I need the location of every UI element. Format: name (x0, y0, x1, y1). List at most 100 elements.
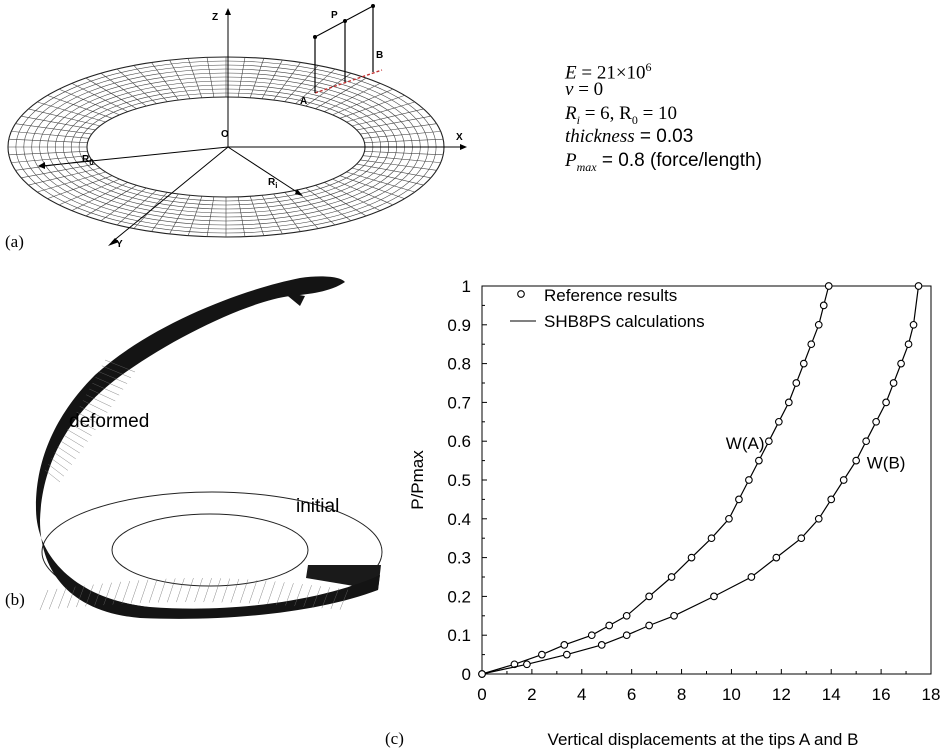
y-tick-label-2: 0.2 (447, 587, 471, 606)
data-point-wb-2 (562, 650, 571, 659)
y-tick-label-10: 1 (462, 277, 471, 296)
data-point-wa-11 (725, 514, 733, 523)
inner-radius-label: Ri (268, 177, 277, 190)
data-point-wb-15 (862, 437, 870, 446)
panel-label-a: (a) (5, 232, 24, 251)
data-point-wa-18 (792, 379, 801, 387)
y-axis-title: P/Pmax (408, 450, 427, 510)
series-line-wb (481, 285, 920, 675)
data-point-wa-2 (538, 650, 546, 659)
y-tick-label-6: 0.6 (447, 432, 471, 451)
data-point-wa-19 (799, 359, 808, 368)
data-point-wa-9 (687, 553, 696, 562)
x-tick-label-9: 18 (922, 685, 941, 704)
data-point-wa-21 (814, 320, 823, 329)
legend-marker-circle (517, 290, 525, 298)
data-point-wb-7 (710, 592, 718, 601)
data-point-wa-15 (765, 437, 773, 446)
y-tick-label-8: 0.8 (447, 355, 471, 374)
data-point-wa-8 (667, 573, 676, 581)
data-point-wa-6 (622, 611, 631, 620)
data-point-wa-16 (774, 417, 783, 426)
curve-label-0: W(A) (726, 434, 765, 453)
plot-frame (481, 285, 932, 675)
data-point-wa-7 (645, 592, 653, 601)
tip-a-label: A (300, 96, 307, 107)
data-point-wa-3 (560, 641, 569, 649)
data-point-wb-18 (889, 379, 898, 387)
legend-label-reference: Reference results (544, 286, 677, 305)
data-point-wa-4 (587, 631, 596, 640)
data-point-wb-12 (827, 495, 836, 504)
x-tick-label-0: 0 (477, 685, 486, 704)
x-tick-label-6: 12 (772, 685, 791, 704)
data-point-wb-11 (814, 514, 823, 523)
data-point-wb-6 (670, 611, 678, 620)
y-tick-label-4: 0.4 (447, 510, 471, 529)
x-axis-label: X (456, 132, 463, 143)
data-point-wb-20 (904, 340, 913, 349)
panel-label-c: (c) (385, 729, 404, 748)
deformed-label: deformed (69, 411, 149, 432)
y-axis-label: Y (116, 239, 123, 250)
y-tick-label-1: 0.1 (447, 626, 471, 645)
data-point-wa-22 (819, 301, 828, 310)
origin-label: O (221, 129, 229, 140)
y-tick-label-5: 0.5 (447, 471, 471, 490)
x-tick-label-3: 6 (627, 685, 636, 704)
panel-label-b: (b) (5, 590, 25, 609)
x-tick-label-1: 2 (527, 685, 536, 704)
param-pmax: Pmax = 0.8 (force/length) (565, 150, 762, 174)
data-point-wa-12 (735, 495, 743, 504)
y-tick-label-7: 0.7 (447, 393, 471, 412)
data-point-wb-13 (839, 476, 848, 484)
data-point-wb-8 (747, 573, 756, 581)
initial-label: initial (296, 496, 339, 517)
data-point-wa-10 (707, 534, 716, 543)
data-point-wb-17 (882, 398, 890, 407)
data-point-wb-5 (645, 621, 653, 630)
load-displacement-chart: 0 2 4 6 8 10 12 14 16 18 0 0.1 0.2 0.3 0.4 0.5 0.6 0.7 0.8… (408, 277, 940, 749)
data-point-wb-9 (772, 553, 781, 562)
data-point-wb-10 (797, 534, 806, 543)
load-label: P (331, 10, 338, 21)
x-tick-label-8: 16 (872, 685, 891, 704)
data-point-wb-16 (872, 417, 880, 426)
x-tick-label-2: 4 (577, 685, 586, 704)
data-point-wa-14 (755, 456, 763, 465)
param-thickness: thickness = 0.03 (565, 126, 694, 147)
z-axis-label: Z (212, 12, 218, 23)
data-point-wb-4 (622, 631, 631, 640)
data-point-wb-14 (852, 456, 861, 465)
y-tick-label-9: 0.9 (447, 316, 471, 335)
annulus-mesh-sketch (7, 4, 467, 246)
x-tick-label-5: 10 (722, 685, 741, 704)
data-point-wb-22 (914, 282, 923, 290)
x-tick-label-4: 8 (677, 685, 686, 704)
legend-label-shb8ps: SHB8PS calculations (544, 312, 705, 331)
param-poisson-ratio: ν = 0 (565, 79, 604, 100)
x-axis-title: Vertical displacements at the tips A and… (548, 730, 859, 749)
data-point-wa-23 (824, 282, 833, 290)
data-point-wb-21 (909, 320, 918, 329)
data-point-wb-0 (478, 670, 486, 678)
data-point-wb-1 (523, 660, 531, 669)
chart-legend: Reference results SHB8PS calculations (510, 286, 705, 331)
data-point-wa-17 (784, 398, 793, 407)
outer-radius-label: R0 (82, 154, 94, 167)
curve-label-1: W(B) (867, 453, 906, 472)
y-tick-label-0: 0 (462, 665, 471, 684)
data-point-wb-3 (597, 641, 606, 649)
data-point-wa-5 (605, 621, 614, 630)
param-young-modulus: E = 21×106 (565, 60, 652, 84)
tip-b-label: B (376, 50, 383, 61)
deformed-shape-drawing (35, 276, 383, 619)
y-tick-label-3: 0.3 (447, 549, 471, 568)
series-line-wa (481, 285, 830, 675)
param-radii: Ri = 6, R0 = 10 (565, 103, 678, 127)
data-point-wa-13 (745, 476, 753, 484)
data-point-wb-19 (897, 359, 905, 368)
data-point-wa-20 (807, 340, 816, 349)
x-tick-label-7: 14 (822, 685, 841, 704)
